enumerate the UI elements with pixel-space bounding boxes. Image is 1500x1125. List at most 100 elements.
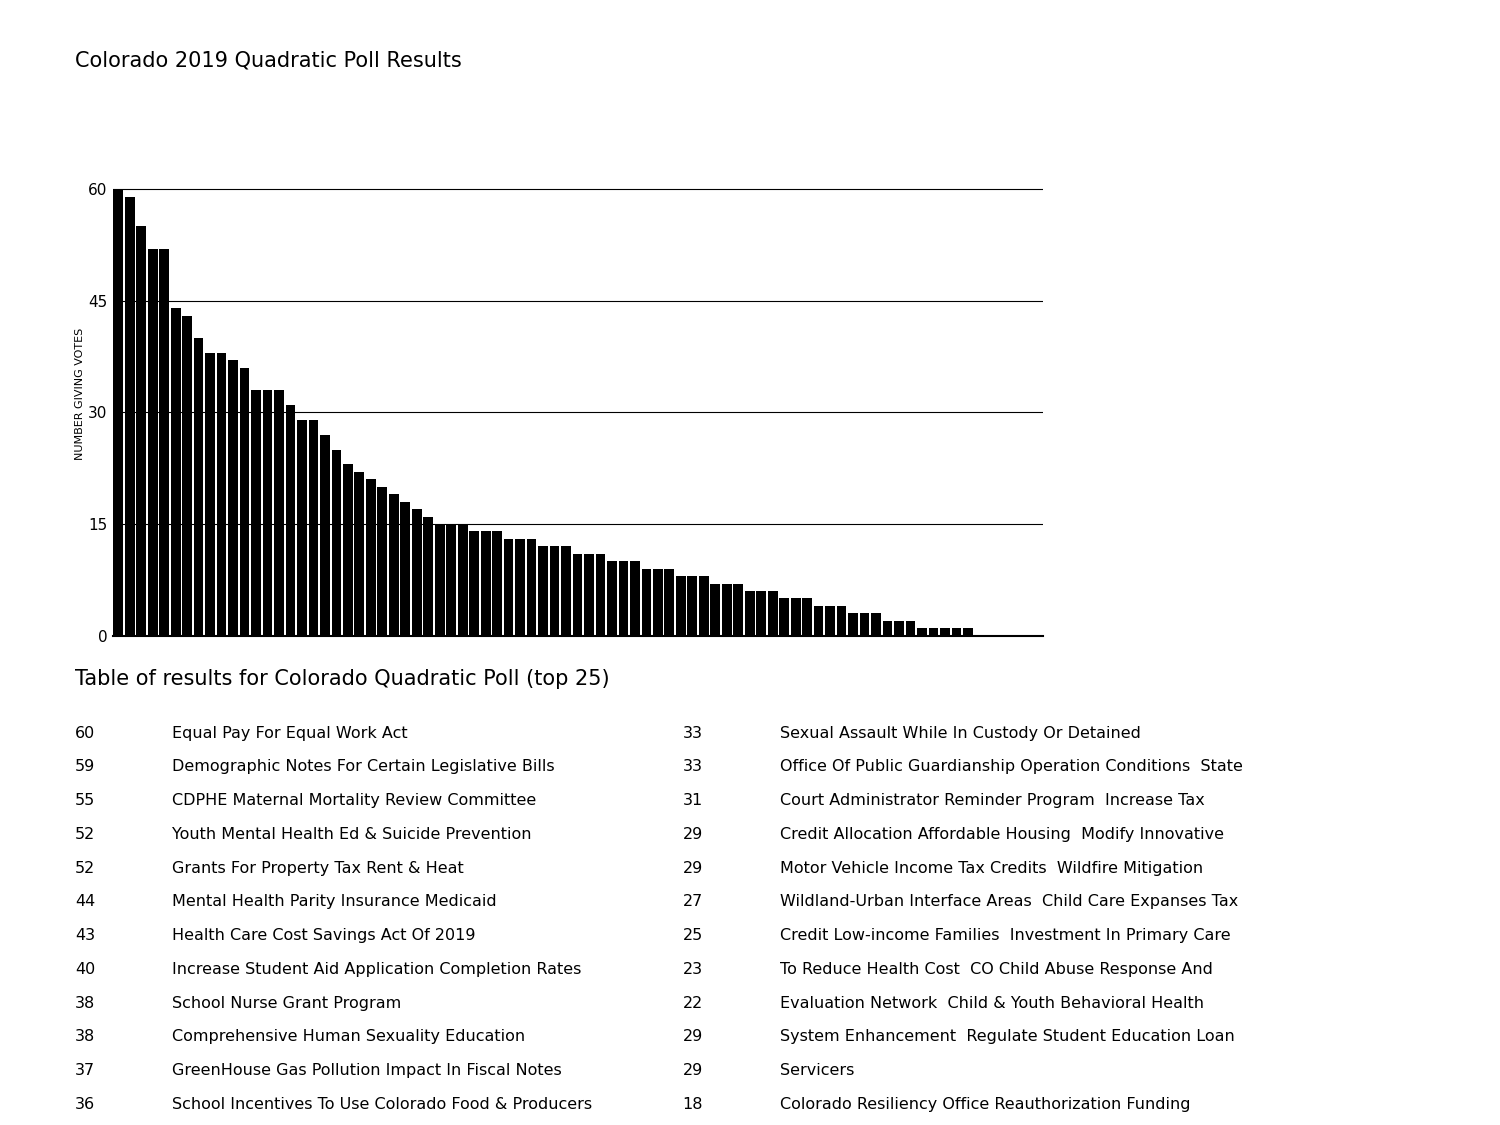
Y-axis label: NUMBER GIVING VOTES: NUMBER GIVING VOTES <box>75 327 86 460</box>
Text: 44: 44 <box>75 894 96 909</box>
Bar <box>148 249 158 636</box>
Text: Grants For Property Tax Rent & Heat: Grants For Property Tax Rent & Heat <box>172 861 465 875</box>
Bar <box>940 628 950 636</box>
Text: Evaluation Network  Child & Youth Behavioral Health: Evaluation Network Child & Youth Behavio… <box>780 996 1204 1010</box>
Bar <box>297 420 307 636</box>
Bar <box>171 308 180 636</box>
Bar <box>470 531 478 636</box>
Bar <box>354 471 364 636</box>
Bar <box>194 338 204 636</box>
Bar <box>482 531 490 636</box>
Bar <box>435 524 444 636</box>
Bar <box>711 584 720 636</box>
Text: 22: 22 <box>682 996 702 1010</box>
Text: School Nurse Grant Program: School Nurse Grant Program <box>172 996 402 1010</box>
Text: 37: 37 <box>75 1063 94 1078</box>
Bar <box>608 561 616 636</box>
Text: 27: 27 <box>682 894 702 909</box>
Bar <box>756 591 766 636</box>
Text: 40: 40 <box>75 962 96 976</box>
Text: Equal Pay For Equal Work Act: Equal Pay For Equal Work Act <box>172 726 408 740</box>
Text: Increase Student Aid Application Completion Rates: Increase Student Aid Application Complet… <box>172 962 582 976</box>
Bar <box>676 576 686 636</box>
Bar <box>746 591 754 636</box>
Bar <box>332 450 342 636</box>
Bar <box>285 405 296 636</box>
Text: Credit Low-income Families  Investment In Primary Care: Credit Low-income Families Investment In… <box>780 928 1230 943</box>
Text: 18: 18 <box>682 1097 703 1112</box>
Bar <box>114 189 123 636</box>
Bar <box>642 568 651 636</box>
Text: 55: 55 <box>75 793 96 808</box>
Text: Demographic Notes For Certain Legislative Bills: Demographic Notes For Certain Legislativ… <box>172 759 555 774</box>
Text: 23: 23 <box>682 962 702 976</box>
Bar <box>722 584 732 636</box>
Bar <box>124 197 135 636</box>
Bar <box>825 606 836 636</box>
Text: 38: 38 <box>75 1029 96 1044</box>
Text: System Enhancement  Regulate Student Education Loan: System Enhancement Regulate Student Educ… <box>780 1029 1234 1044</box>
Bar <box>240 368 249 636</box>
Text: 60: 60 <box>75 726 96 740</box>
Bar <box>882 621 892 636</box>
Bar <box>699 576 708 636</box>
Bar <box>251 390 261 636</box>
Bar <box>596 554 606 636</box>
Text: 36: 36 <box>75 1097 94 1112</box>
Text: 52: 52 <box>75 827 96 842</box>
Text: Servicers: Servicers <box>780 1063 855 1078</box>
Bar <box>423 516 433 636</box>
Text: 33: 33 <box>682 759 702 774</box>
Bar <box>206 353 214 636</box>
Bar <box>136 226 146 636</box>
Text: 33: 33 <box>682 726 702 740</box>
Text: Health Care Cost Savings Act Of 2019: Health Care Cost Savings Act Of 2019 <box>172 928 476 943</box>
Bar <box>388 494 399 636</box>
Bar <box>837 606 846 636</box>
Bar <box>262 390 273 636</box>
Bar <box>768 591 777 636</box>
Bar <box>928 628 939 636</box>
Bar <box>183 316 192 636</box>
Bar <box>274 390 284 636</box>
Bar <box>618 561 628 636</box>
Text: Comprehensive Human Sexuality Education: Comprehensive Human Sexuality Education <box>172 1029 525 1044</box>
Text: Wildland-Urban Interface Areas  Child Care Expanses Tax: Wildland-Urban Interface Areas Child Car… <box>780 894 1239 909</box>
Text: 25: 25 <box>682 928 702 943</box>
Bar <box>687 576 698 636</box>
Bar <box>963 628 972 636</box>
Text: School Incentives To Use Colorado Food & Producers: School Incentives To Use Colorado Food &… <box>172 1097 592 1112</box>
Bar <box>216 353 226 636</box>
Bar <box>790 598 801 636</box>
Text: Sexual Assault While In Custody Or Detained: Sexual Assault While In Custody Or Detai… <box>780 726 1142 740</box>
Bar <box>802 598 812 636</box>
Bar <box>458 524 468 636</box>
Bar <box>538 547 548 636</box>
Text: Youth Mental Health Ed & Suicide Prevention: Youth Mental Health Ed & Suicide Prevent… <box>172 827 532 842</box>
Text: To Reduce Health Cost  CO Child Abuse Response And: To Reduce Health Cost CO Child Abuse Res… <box>780 962 1214 976</box>
Text: CDPHE Maternal Mortality Review Committee: CDPHE Maternal Mortality Review Committe… <box>172 793 537 808</box>
Bar <box>652 568 663 636</box>
Bar <box>504 539 513 636</box>
Text: Court Administrator Reminder Program  Increase Tax: Court Administrator Reminder Program Inc… <box>780 793 1204 808</box>
Bar <box>951 628 962 636</box>
Bar <box>561 547 572 636</box>
Text: 59: 59 <box>75 759 96 774</box>
Text: Credit Allocation Affordable Housing  Modify Innovative: Credit Allocation Affordable Housing Mod… <box>780 827 1224 842</box>
Bar <box>309 420 318 636</box>
Bar <box>871 613 880 636</box>
Text: Office Of Public Guardianship Operation Conditions  State: Office Of Public Guardianship Operation … <box>780 759 1244 774</box>
Bar <box>916 628 927 636</box>
Text: 52: 52 <box>75 861 96 875</box>
Bar <box>378 487 387 636</box>
Bar <box>906 621 915 636</box>
Text: Table of results for Colorado Quadratic Poll (top 25): Table of results for Colorado Quadratic … <box>75 669 609 690</box>
Text: 29: 29 <box>682 1063 702 1078</box>
Text: 29: 29 <box>682 1029 702 1044</box>
Bar <box>584 554 594 636</box>
Bar <box>228 360 238 636</box>
Text: Mental Health Parity Insurance Medicaid: Mental Health Parity Insurance Medicaid <box>172 894 497 909</box>
Bar <box>859 613 870 636</box>
Bar <box>549 547 560 636</box>
Bar <box>159 249 170 636</box>
